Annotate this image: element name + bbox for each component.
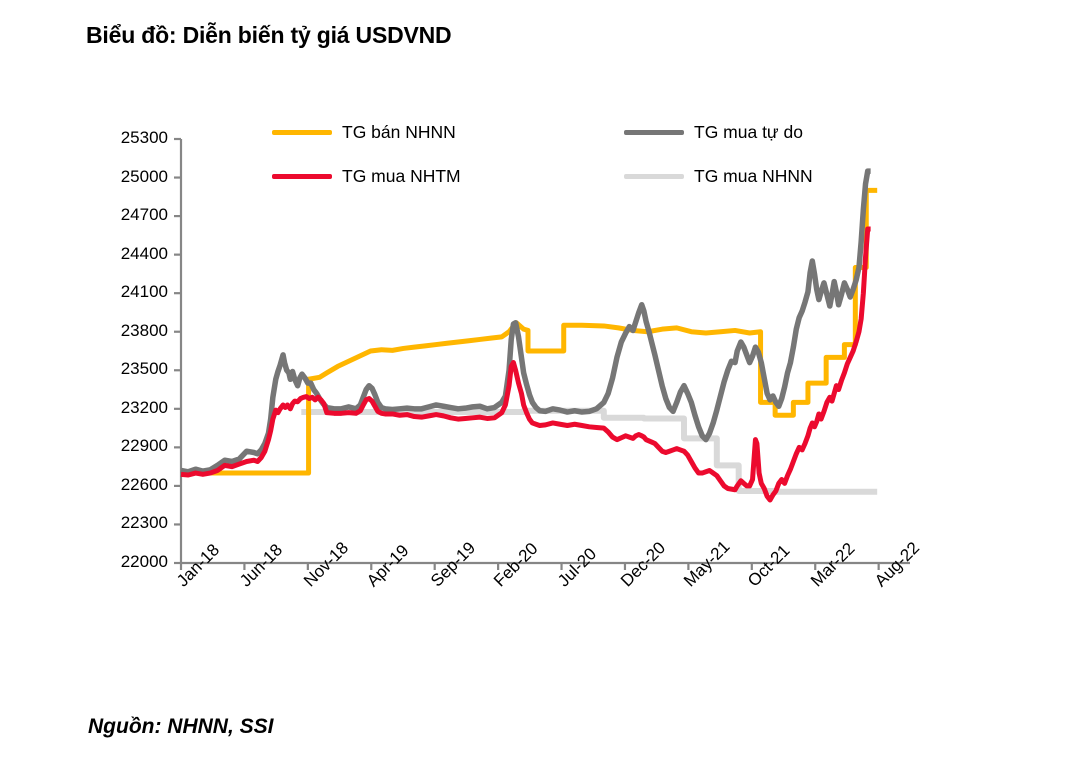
y-axis-tick-label: 24400	[120, 243, 168, 263]
y-axis-tick-label: 25300	[120, 128, 168, 147]
legend-item-tg-ban-nhnn: TG bán NHNN	[272, 122, 456, 142]
y-axis-tick-label: 24100	[120, 282, 168, 302]
y-axis-tick-label: 22000	[120, 552, 168, 571]
y-axis-tick-label: 24700	[120, 205, 168, 225]
legend-swatch-tg-mua-nhtm	[272, 174, 332, 180]
legend-item-tg-mua-nhtm: TG mua NHTM	[272, 166, 461, 186]
legend-swatch-tg-ban-nhnn	[272, 130, 332, 136]
source-note: Nguồn: NHNN, SSI	[88, 715, 274, 738]
legend-label-tg-ban-nhnn: TG bán NHNN	[342, 122, 456, 142]
legend-label-tg-mua-tu-do: TG mua tự do	[694, 122, 803, 142]
y-axis-tick-label: 22900	[120, 436, 168, 456]
legend-swatch-tg-mua-tu-do	[624, 130, 684, 136]
series-line-tg-bán-nhnn	[181, 187, 878, 476]
y-axis-tick-label: 23800	[120, 320, 168, 340]
y-axis-tick-label: 23500	[120, 359, 168, 379]
page-title: Biểu đồ: Diễn biến tỷ giá USDVND	[86, 22, 452, 48]
legend-swatch-tg-mua-nhnn	[624, 174, 684, 180]
y-axis-tick-label: 25000	[120, 166, 168, 186]
series-line-tg-mua-nhtm	[180, 226, 871, 503]
legend-label-tg-mua-nhtm: TG mua NHTM	[342, 166, 461, 186]
y-axis-tick-label: 22600	[120, 474, 168, 494]
y-axis-tick-label: 22300	[120, 513, 168, 533]
y-axis-tick-label: 23200	[120, 397, 168, 417]
legend-label-tg-mua-nhnn: TG mua NHNN	[694, 166, 813, 186]
legend-item-tg-mua-tu-do: TG mua tự do	[624, 122, 803, 142]
legend-item-tg-mua-nhnn: TG mua NHNN	[624, 166, 813, 186]
series-line-tg-mua-nhnn	[301, 407, 878, 495]
series-line-tg-mua-tự-do	[180, 168, 871, 475]
chart-legend: TG bán NHNN TG mua NHTM TG mua tự do TG …	[272, 118, 872, 196]
